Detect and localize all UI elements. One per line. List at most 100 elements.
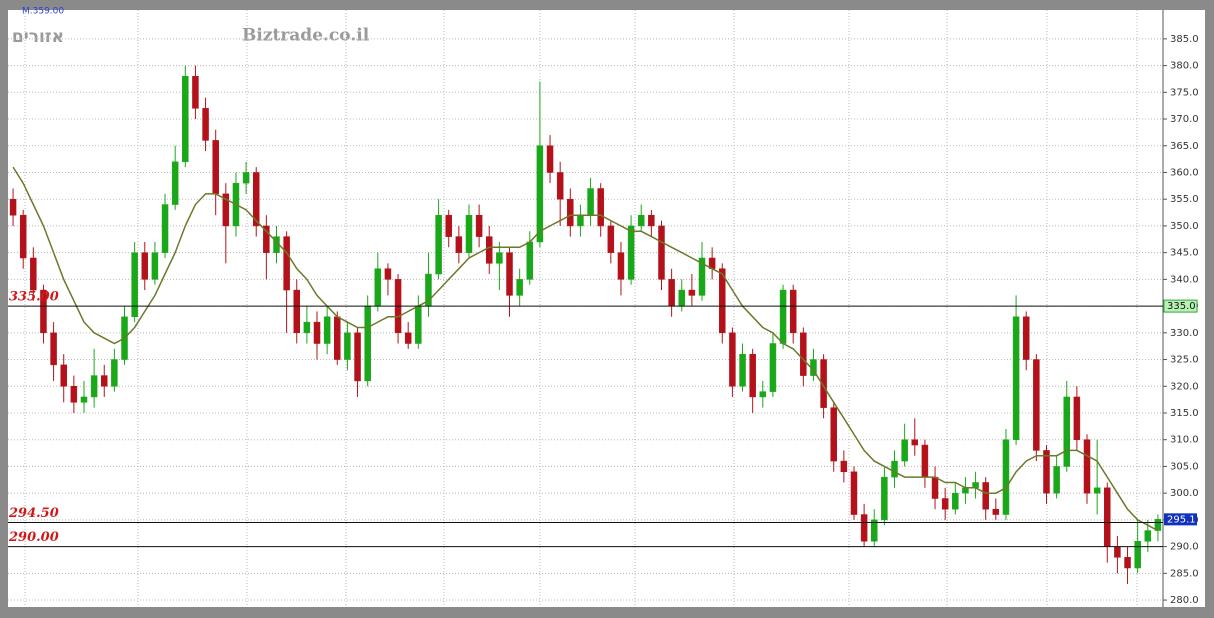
candle-body <box>374 268 382 307</box>
y-tick-label: 360.0 <box>1170 167 1199 178</box>
candle-body <box>1022 316 1030 360</box>
candle-body <box>90 375 98 398</box>
candle-body <box>111 359 118 387</box>
candle-body <box>1083 439 1091 494</box>
hebrew-label: אזורים <box>12 27 64 47</box>
y-tick-label: 380.0 <box>1170 61 1199 72</box>
plot-area <box>8 10 1163 607</box>
level-label: 290.00 <box>8 530 59 545</box>
candle-body <box>506 252 513 296</box>
y-tick-label: 285.0 <box>1170 568 1199 579</box>
last-price-box <box>1164 513 1197 526</box>
level-axis-box <box>1163 299 1198 313</box>
candle-body <box>1134 541 1141 569</box>
candle-body <box>364 305 371 382</box>
candle-body <box>800 332 807 376</box>
candle-body <box>404 332 412 344</box>
candle-body <box>283 236 290 291</box>
y-tick-label: 280.0 <box>1170 595 1199 606</box>
candle-body <box>212 140 219 195</box>
candle-body <box>607 225 615 253</box>
candle-body <box>40 289 47 334</box>
candle-body <box>658 225 665 280</box>
candle-body <box>1114 546 1121 558</box>
candle-body <box>323 316 331 344</box>
candle-body <box>1063 396 1070 467</box>
candle-body <box>536 145 544 243</box>
y-tick-label: 330.0 <box>1170 328 1199 339</box>
candle-body <box>1124 557 1131 569</box>
candle-body <box>486 236 493 264</box>
y-tick-label: 320.0 <box>1170 381 1199 392</box>
candle-body <box>415 305 422 344</box>
candle-body <box>293 289 300 334</box>
candle-body <box>354 332 361 382</box>
header-note: M.359.00 <box>22 7 64 17</box>
candle-body <box>384 268 392 280</box>
candle-body <box>435 214 442 275</box>
y-tick-label: 370.0 <box>1170 114 1199 125</box>
candle-body <box>445 214 452 237</box>
candle-body <box>719 268 726 334</box>
candle-body <box>962 487 969 494</box>
y-tick-label: 305.0 <box>1170 461 1199 472</box>
candle-body <box>101 375 108 387</box>
candle-body <box>222 193 230 227</box>
candle-body <box>252 172 260 227</box>
candle-body <box>334 316 341 360</box>
candle-body <box>931 476 939 499</box>
candle-body <box>729 332 736 387</box>
candle-body <box>70 386 78 403</box>
candle-body <box>871 519 878 542</box>
candle-body <box>465 214 473 253</box>
candle-body <box>577 214 584 227</box>
candle-body <box>1144 530 1152 542</box>
candle-body <box>668 279 675 307</box>
candle-body <box>627 225 635 280</box>
candle-body <box>982 482 989 510</box>
candle-body <box>759 391 767 398</box>
candle-body <box>1033 359 1040 451</box>
candle-body <box>455 236 463 253</box>
candle-body <box>891 460 898 478</box>
y-tick-label: 290.0 <box>1170 542 1199 553</box>
candle-body <box>739 353 746 387</box>
candle-body <box>952 492 959 510</box>
y-tick-label: 375.0 <box>1170 87 1199 98</box>
candle-body <box>698 257 706 296</box>
candle-body <box>526 241 534 280</box>
candle-body <box>30 257 37 291</box>
candle-body <box>881 476 888 521</box>
candle-body <box>242 172 250 184</box>
candle-body <box>830 407 837 462</box>
candle-body <box>992 508 1000 515</box>
y-tick-label: 315.0 <box>1170 408 1199 419</box>
candle-body <box>475 214 483 237</box>
candle-body <box>678 289 685 307</box>
candle-body <box>567 198 574 227</box>
candle-body <box>911 439 919 446</box>
candle-body <box>496 252 503 264</box>
y-tick-label: 345.0 <box>1170 248 1199 259</box>
candle-body <box>840 460 848 473</box>
candle-body <box>637 214 645 227</box>
y-tick-label: 355.0 <box>1170 194 1199 205</box>
moving-average <box>12 166 1159 532</box>
candle-body <box>80 396 88 403</box>
candle-body <box>769 343 777 392</box>
candle-body <box>151 252 159 280</box>
candle-body <box>1053 466 1060 494</box>
candle-body <box>1104 487 1111 547</box>
candle-body <box>648 214 655 227</box>
candle-body <box>141 252 149 280</box>
candle-body <box>131 252 138 318</box>
candle-body <box>50 332 57 366</box>
y-tick-label: 350.0 <box>1170 221 1199 232</box>
candle-body <box>171 161 179 205</box>
candle-body <box>820 359 827 408</box>
candle-body <box>597 188 604 227</box>
candle-body <box>344 332 351 360</box>
candle-body <box>556 172 564 200</box>
candle-body <box>192 76 199 109</box>
